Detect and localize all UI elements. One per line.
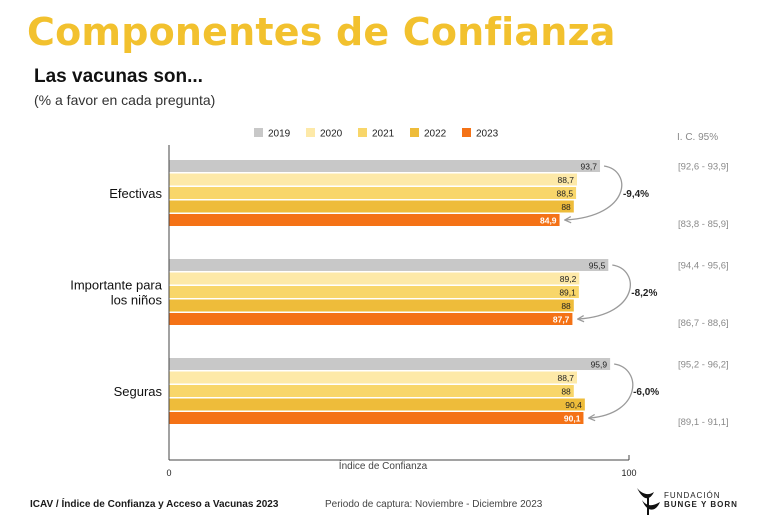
bar-2020-1: [169, 272, 580, 285]
chart-note: (% a favor en cada pregunta): [34, 92, 216, 108]
ci-2023-0: [83,8 - 85,9]: [678, 219, 729, 230]
bar-2021-2: [169, 385, 574, 397]
footer-source: ICAV / Índice de Confianza y Acceso a Va…: [30, 499, 279, 510]
bar-2020-0: [169, 173, 578, 186]
chart-subtitle: Las vacunas son...: [34, 66, 203, 87]
bar-label-2022-2: 90,4: [565, 400, 582, 410]
legend-swatch-2023: [462, 128, 471, 137]
ci-header: I. C. 95%: [677, 132, 718, 143]
bar-label-2019-1: 95,5: [589, 261, 606, 271]
logo-line-1: FUNDACIÓN: [664, 491, 721, 500]
x-axis-title: Índice de Confianza: [339, 459, 428, 472]
foundation-logo: FUNDACIÓN BUNGE Y BORN: [634, 482, 744, 516]
bar-label-2020-1: 89,2: [560, 274, 577, 284]
bar-2020-2: [169, 371, 578, 384]
ci-2019-2: [95,2 - 96,2]: [678, 360, 729, 371]
change-label-2: -6,0%: [633, 387, 659, 398]
legend-swatch-2019: [254, 128, 263, 137]
legend-label-2020: 2020: [320, 129, 343, 140]
ci-2019-1: [94,4 - 95,6]: [678, 261, 729, 272]
legend-label-2023: 2023: [476, 129, 499, 140]
change-label-1: -8,2%: [631, 288, 657, 299]
bar-2022-2: [169, 398, 585, 411]
bar-2019-2: [169, 358, 611, 370]
change-arrow-1: [578, 264, 631, 319]
ci-2023-1: [86,7 - 88,6]: [678, 318, 729, 329]
legend-label-2022: 2022: [424, 129, 447, 140]
ci-2019-0: [92,6 - 93,9]: [678, 162, 729, 173]
bar-label-2020-0: 88,7: [557, 175, 574, 185]
bar-label-2022-1: 88: [561, 301, 571, 311]
legend-swatch-2020: [306, 128, 315, 137]
change-label-0: -9,4%: [623, 189, 649, 200]
bar-2023-2: [169, 412, 584, 424]
bar-2022-1: [169, 299, 574, 312]
bar-label-2021-2: 88: [561, 387, 571, 397]
page-title: Componentes de Confianza: [27, 10, 616, 54]
logo-mark-icon: [637, 488, 660, 515]
change-arrow-2: [589, 363, 634, 418]
bar-label-2021-0: 88,5: [557, 189, 574, 199]
logo-line-2: BUNGE Y BORN: [664, 500, 738, 509]
legend-swatch-2022: [410, 128, 419, 137]
legend-swatch-2021: [358, 128, 367, 137]
bar-label-2021-1: 89,1: [559, 288, 576, 298]
bar-2019-0: [169, 160, 601, 172]
bar-2023-1: [169, 313, 573, 325]
bar-label-2020-2: 88,7: [557, 373, 574, 383]
category-label-1-1: los niños: [111, 292, 163, 307]
bar-2022-0: [169, 200, 574, 213]
bar-label-2023-0: 84,9: [540, 216, 557, 226]
category-label-0-0: Efectivas: [109, 186, 162, 201]
legend-label-2019: 2019: [268, 129, 291, 140]
bar-label-2019-0: 93,7: [580, 162, 597, 172]
bar-2023-0: [169, 214, 560, 226]
bar-2021-1: [169, 286, 579, 298]
bar-label-2023-1: 87,7: [553, 315, 570, 325]
legend-label-2021: 2021: [372, 129, 395, 140]
bar-label-2022-0: 88: [561, 202, 571, 212]
bar-2021-0: [169, 187, 577, 199]
bar-label-2023-2: 90,1: [564, 414, 581, 424]
x-tick-label-1: 100: [621, 468, 636, 478]
x-tick-label-0: 0: [166, 468, 171, 478]
ci-2023-2: [89,1 - 91,1]: [678, 417, 729, 428]
bar-2019-1: [169, 259, 609, 271]
category-label-2-0: Seguras: [114, 384, 163, 399]
change-arrow-0: [566, 165, 623, 220]
footer-capture-period: Periodo de captura: Noviembre - Diciembr…: [325, 499, 543, 510]
bar-label-2019-2: 95,9: [591, 360, 608, 370]
category-label-1-0: Importante para: [70, 277, 163, 292]
